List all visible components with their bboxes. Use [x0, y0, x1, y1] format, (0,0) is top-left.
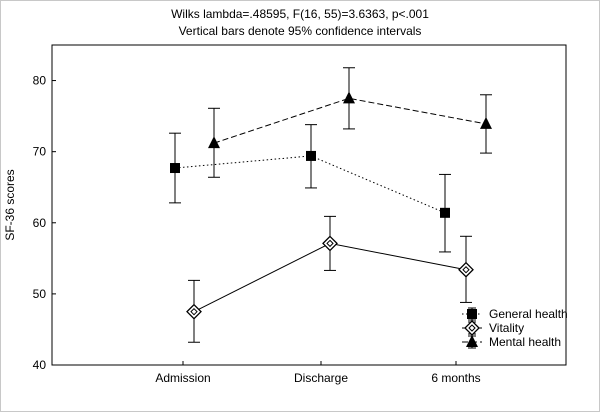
data-point — [306, 150, 316, 161]
data-point — [480, 116, 492, 129]
data-point-inner — [462, 266, 470, 274]
legend-label: Mental health — [489, 335, 561, 349]
data-point — [343, 91, 355, 104]
legend-entry: Vitality — [462, 320, 524, 336]
x-tick-label: 6 months — [431, 371, 480, 385]
legend-entry: General health — [462, 307, 568, 321]
chart-title: Wilks lambda=.48595, F(16, 55)=3.6363, p… — [171, 7, 429, 21]
chart-subtitle: Vertical bars denote 95% confidence inte… — [178, 24, 422, 38]
x-tick-label: Discharge — [294, 371, 348, 385]
y-axis-label: SF-36 scores — [3, 169, 17, 240]
series-vitality — [186, 215, 474, 343]
y-tick-label: 40 — [33, 358, 47, 372]
series-line — [213, 97, 487, 144]
plot-area — [51, 44, 567, 366]
legend-point — [467, 309, 477, 319]
data-point-inner — [190, 307, 198, 316]
legend-point — [466, 335, 478, 347]
y-tick-label: 70 — [33, 145, 47, 159]
legend-point-inner — [468, 324, 476, 332]
legend-label: Vitality — [489, 321, 524, 335]
data-point — [440, 207, 450, 218]
data-point — [170, 163, 180, 174]
data-point-inner — [326, 239, 334, 248]
series-line — [174, 155, 446, 214]
x-tick-label: Admission — [155, 371, 210, 385]
y-axis: 40 50 60 70 80 — [33, 74, 56, 372]
legend-entry: Mental health — [462, 335, 561, 349]
series-mental-health — [208, 67, 492, 178]
series-general-health — [169, 124, 451, 253]
y-tick-label: 60 — [33, 216, 47, 230]
legend-label: General health — [489, 307, 568, 321]
series-layer — [169, 67, 492, 343]
y-tick-label: 80 — [33, 74, 47, 88]
data-point — [208, 136, 220, 149]
x-axis: Admission Discharge 6 months — [155, 361, 481, 385]
y-tick-label: 50 — [33, 287, 47, 301]
